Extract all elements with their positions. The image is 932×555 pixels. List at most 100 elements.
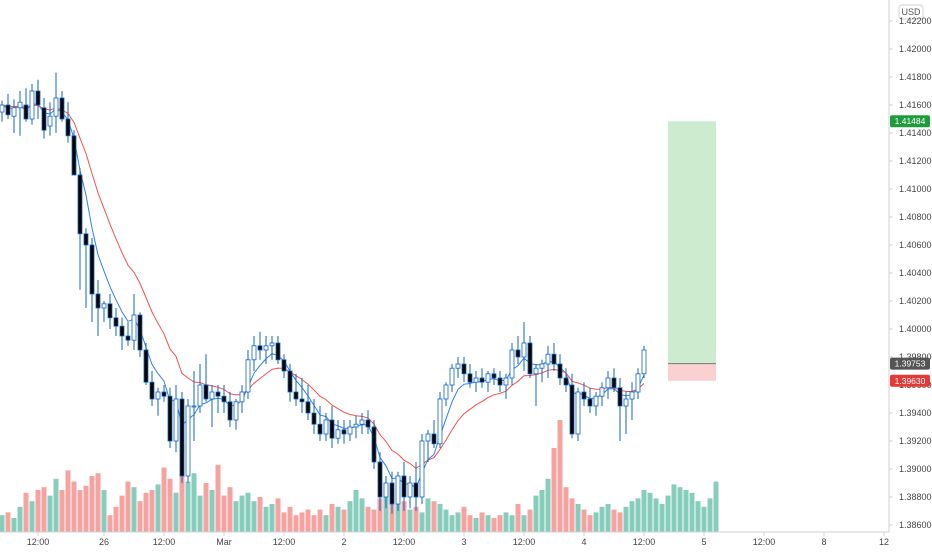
candle-body (623, 398, 629, 407)
candle-body (491, 373, 497, 379)
volume-bar (659, 504, 665, 532)
volume-bar (71, 481, 77, 532)
candle-body (119, 325, 125, 337)
candle-body (635, 373, 641, 393)
candle-body (347, 426, 353, 435)
volume-bar (623, 506, 629, 532)
time-tick-label: 8 (821, 537, 826, 547)
time-tick-label: 12:00 (27, 537, 50, 547)
volume-bar (287, 506, 293, 532)
candle-body (299, 398, 305, 403)
currency-badge[interactable] (898, 4, 924, 20)
time-axis[interactable]: 12:00 26 12:00 Mar 12:00 2 12:00 3 12:00 4 12:00 5 1… (0, 531, 889, 547)
volume-bar (329, 504, 335, 532)
candle-body (185, 405, 191, 477)
candle-body (191, 405, 197, 408)
candle-body (485, 373, 491, 383)
price-tick-label: 1.41800 (899, 72, 932, 82)
candle-body (311, 412, 317, 425)
volume-bar (581, 509, 587, 532)
candle-body (263, 345, 269, 351)
candle-body (23, 104, 29, 120)
candle-body (533, 367, 539, 375)
candle-body (419, 440, 425, 498)
volume-bar (65, 470, 71, 532)
price-tick-label: 1.41400 (899, 128, 932, 138)
volume-bar (233, 501, 239, 532)
candle-body (65, 118, 71, 137)
volume-bar (635, 498, 641, 532)
volume-bar (551, 448, 557, 532)
volume-bar (257, 497, 263, 532)
candle-body (545, 353, 551, 365)
volume-bar (17, 506, 23, 532)
volume-bar (629, 501, 635, 532)
candle-body (587, 398, 593, 407)
volume-bar (143, 492, 149, 532)
price-tick-label: 1.40000 (899, 324, 932, 334)
volume-bar (569, 498, 575, 532)
volume-bar (689, 492, 695, 532)
volume-bar (545, 478, 551, 532)
candle-body (305, 401, 311, 414)
candle-body (197, 384, 203, 407)
price-tick-label: 1.41000 (899, 184, 932, 194)
time-tick-label: 4 (581, 537, 586, 547)
candle-body (551, 353, 557, 365)
price-tick-label: 1.38800 (899, 492, 932, 502)
volume-bar (419, 512, 425, 532)
candle-body (425, 433, 431, 442)
candle-body (209, 391, 215, 400)
price-badge-label: 1.41484 (895, 116, 926, 126)
candle-body (599, 387, 605, 397)
volume-bar (605, 504, 611, 532)
candle-body (509, 349, 515, 379)
volume-bar (611, 509, 617, 532)
candle-body (473, 377, 479, 383)
volume-bar (413, 506, 419, 532)
time-tick-label: 3 (461, 537, 466, 547)
volume-bar (317, 509, 323, 532)
volume-bar (311, 515, 317, 532)
volume-bar (695, 501, 701, 532)
candle-body (359, 419, 365, 425)
candle-body (569, 384, 575, 435)
candle-body (101, 303, 107, 309)
candle-body (629, 391, 635, 400)
volume-bar (179, 445, 185, 532)
volume-bar (281, 512, 287, 532)
volume-bar (479, 512, 485, 532)
candle-body (29, 90, 35, 120)
candle-body (53, 97, 59, 117)
time-tick-label: 12:00 (633, 537, 656, 547)
volume-bar (653, 498, 659, 532)
price-axis[interactable]: USD 1.42200 1.42000 1.41800 1.41600 1.41400 1… (888, 0, 932, 532)
volume-bar (497, 515, 503, 532)
candle-body (335, 429, 341, 439)
volume-bar (197, 495, 203, 532)
volume-bar (395, 504, 401, 532)
volume-bar (443, 509, 449, 532)
volume-bar (11, 518, 17, 532)
volume-bar (593, 512, 599, 532)
time-tick-label: 12:00 (153, 537, 176, 547)
candle-body (611, 377, 617, 389)
candle-body (503, 377, 509, 386)
candle-body (143, 349, 149, 383)
volume-bar (677, 487, 683, 532)
price-badge (890, 374, 930, 387)
volume-bar (203, 483, 209, 532)
volume-bar (617, 512, 623, 532)
volume-bar (437, 504, 443, 532)
volume-bar (557, 420, 563, 532)
volume-bar (47, 495, 53, 532)
candle-body (269, 342, 275, 347)
volume-bar (539, 490, 545, 532)
candle-body (341, 429, 347, 435)
time-tick-label: 12:00 (753, 537, 776, 547)
volume-bar (269, 504, 275, 532)
volume-bar (35, 490, 41, 532)
candle-body (371, 426, 377, 463)
